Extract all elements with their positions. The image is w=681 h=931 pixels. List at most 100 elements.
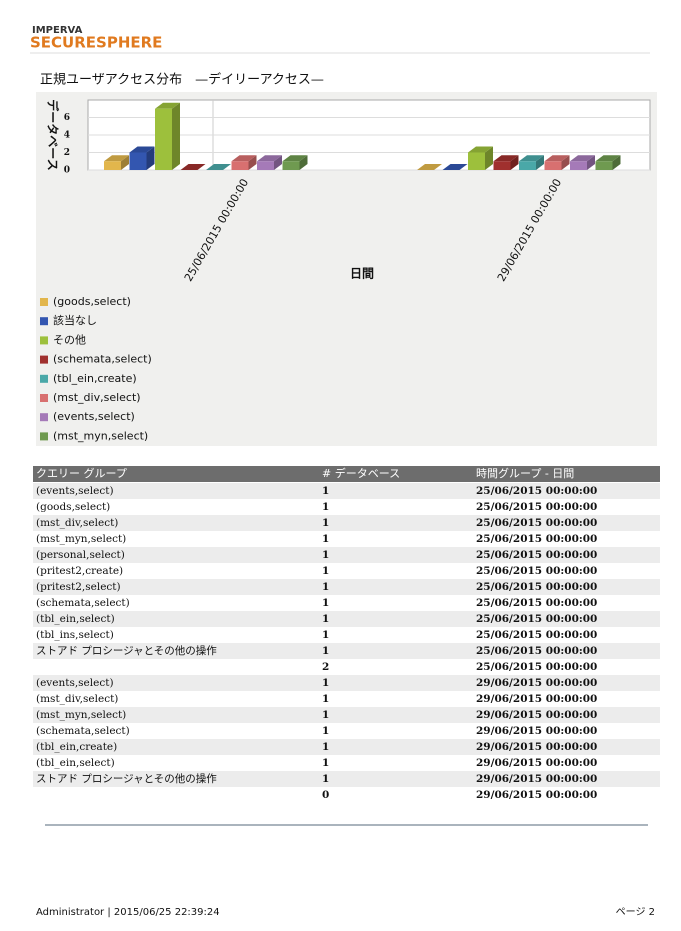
bar-top: [155, 102, 180, 109]
y-axis-label: データベース: [46, 99, 61, 170]
table-cell: 1: [322, 597, 329, 609]
footer-page: ページ 2: [616, 907, 655, 918]
bar-side: [248, 155, 257, 170]
bar-side: [561, 155, 570, 170]
row-bg: [33, 739, 660, 755]
legend-swatch: [40, 355, 48, 364]
bar: [257, 161, 274, 170]
y-tick-label: 6: [64, 113, 70, 123]
table-cell: (pritest2,create): [36, 565, 123, 577]
table-cell: (schemata,select): [36, 597, 130, 609]
table-cell: (tbl_ein,select): [36, 757, 115, 769]
table-cell: 29/06/2015 00:00:00: [476, 757, 597, 769]
table-cell: (mst_myn,select): [36, 709, 126, 721]
legend-label: (events,select): [53, 410, 135, 423]
row-bg: [33, 675, 660, 691]
table-cell: 1: [322, 773, 329, 785]
table-cell: (personal,select): [36, 549, 125, 561]
legend-label: (mst_div,select): [53, 391, 141, 404]
table-cell: 29/06/2015 00:00:00: [476, 725, 597, 737]
row-bg: [33, 483, 660, 499]
footer-user: Administrator | 2015/06/25 22:39:24: [36, 907, 220, 918]
bar: [468, 152, 485, 170]
table-cell: 25/06/2015 00:00:00: [476, 501, 597, 513]
table-cell: 25/06/2015 00:00:00: [476, 661, 597, 673]
table-cell: 1: [322, 517, 329, 529]
legend-swatch: [40, 413, 48, 422]
table-cell: 1: [322, 693, 329, 705]
table-cell: 25/06/2015 00:00:00: [476, 485, 597, 497]
row-bg: [33, 771, 660, 787]
table-cell: (pritest2,select): [36, 581, 121, 593]
bar-top: [595, 155, 621, 162]
bar-top: [570, 155, 595, 162]
bar-top: [180, 164, 206, 170]
product: SECURESPHERE: [30, 34, 162, 52]
table-cell: 1: [322, 757, 329, 769]
table-cell: 29/06/2015 00:00:00: [476, 677, 597, 689]
bar-top: [519, 155, 544, 162]
table-cell: 0: [322, 789, 329, 801]
table-cell: 29/06/2015 00:00:00: [476, 773, 597, 785]
bar-side: [612, 155, 621, 170]
table-cell: ストアド プロシージャとその他の操作: [36, 772, 217, 785]
legend-label: (mst_myn,select): [53, 429, 148, 442]
bar: [104, 161, 121, 170]
row-bg: [33, 643, 660, 659]
table-cell: 1: [322, 613, 329, 625]
row-bg: [33, 579, 660, 595]
table-cell: 25/06/2015 00:00:00: [476, 565, 597, 577]
table-cell: 1: [322, 741, 329, 753]
table-cell: 25/06/2015 00:00:00: [476, 581, 597, 593]
table-cell: 25/06/2015 00:00:00: [476, 517, 597, 529]
bar-top: [417, 164, 442, 170]
table-cell: ストアド プロシージャとその他の操作: [36, 644, 217, 657]
table-cell: 25/06/2015 00:00:00: [476, 533, 597, 545]
table-cell: (schemata,select): [36, 725, 130, 737]
table-cell: 25/06/2015 00:00:00: [476, 629, 597, 641]
bar-side: [146, 146, 155, 170]
bar: [282, 161, 300, 170]
bar-top: [282, 155, 308, 162]
bar-top: [231, 155, 257, 162]
table-cell: 1: [322, 581, 329, 593]
legend-swatch: [40, 432, 48, 441]
table-cell: 1: [322, 709, 329, 721]
row-bg: [33, 547, 660, 563]
legend-swatch: [40, 394, 48, 402]
table-cell: 1: [322, 549, 329, 561]
table-cell: 29/06/2015 00:00:00: [476, 693, 597, 705]
bar-side: [536, 155, 544, 170]
table-cell: 1: [322, 645, 329, 657]
legend-swatch: [40, 298, 48, 306]
table-cell: 1: [322, 565, 329, 577]
bar: [595, 161, 613, 170]
table-cell: 1: [322, 725, 329, 737]
bar-top: [442, 164, 468, 170]
table-cell: 29/06/2015 00:00:00: [476, 789, 597, 801]
bar-side: [274, 155, 282, 170]
brand: IMPERVA: [32, 25, 83, 36]
bar-top: [129, 146, 155, 153]
bar: [544, 161, 562, 170]
chart-title: 正規ユーザアクセス分布 —デイリーアクセス—: [40, 72, 324, 88]
table-cell: 25/06/2015 00:00:00: [476, 549, 597, 561]
bar: [155, 108, 172, 170]
bar-side: [172, 102, 180, 170]
table-cell: (events,select): [36, 677, 114, 689]
bar: [129, 152, 147, 170]
bar-top: [544, 155, 570, 162]
legend-label: (schemata,select): [53, 353, 152, 366]
bar-top: [206, 164, 231, 170]
y-tick-label: 0: [64, 166, 70, 176]
legend-swatch: [40, 317, 48, 326]
bar-side: [121, 155, 129, 170]
legend-label: その他: [53, 333, 86, 346]
bar: [570, 161, 587, 170]
table-cell: (tbl_ins,select): [36, 629, 114, 641]
bar-side: [485, 146, 493, 170]
bar-side: [299, 155, 308, 170]
table-cell: (mst_myn,select): [36, 533, 126, 545]
table-cell: 2: [322, 661, 329, 673]
